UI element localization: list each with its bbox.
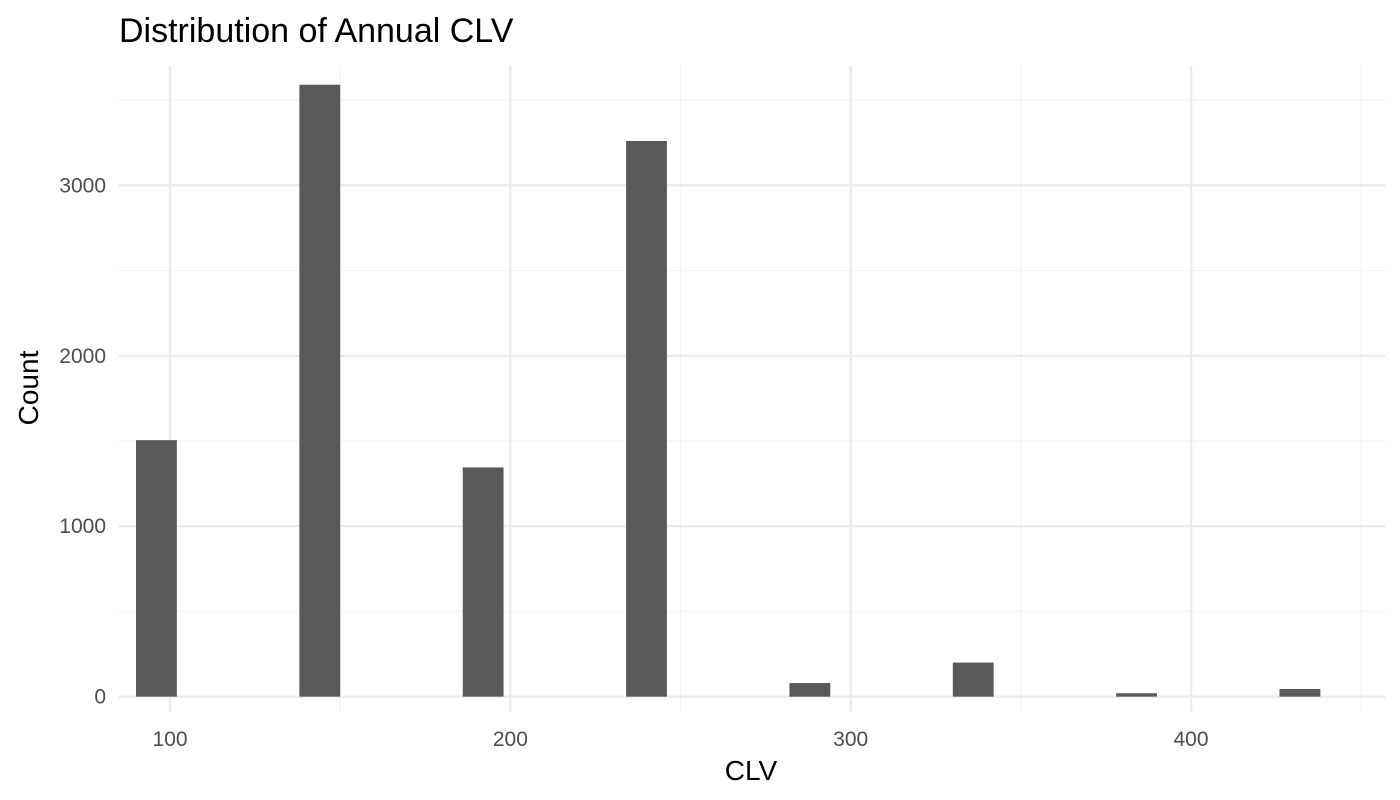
chart-title: Distribution of Annual CLV <box>119 12 514 50</box>
histogram-bar <box>789 683 831 697</box>
x-axis-title: CLV <box>725 755 778 786</box>
bar-layer <box>136 84 1321 697</box>
histogram-bar <box>462 467 504 697</box>
x-tick-label: 100 <box>153 728 188 751</box>
histogram-bar <box>299 84 341 697</box>
y-tick-label: 1000 <box>59 515 106 538</box>
y-tick-label: 2000 <box>59 345 106 368</box>
histogram-bar <box>1116 693 1157 697</box>
x-tick-label: 400 <box>1173 728 1208 751</box>
x-tick-label: 200 <box>493 728 528 751</box>
histogram-bar <box>136 440 177 697</box>
tick-label-layer: 100 200 300 400 0 1000 2000 3000 <box>59 174 1208 751</box>
histogram-bar <box>626 140 667 697</box>
histogram-bar <box>1279 688 1321 697</box>
x-tick-label: 300 <box>833 728 868 751</box>
y-tick-label: 3000 <box>59 174 106 197</box>
histogram-bar <box>952 662 994 697</box>
y-axis-title: Count <box>13 350 44 425</box>
y-tick-label: 0 <box>94 686 106 709</box>
